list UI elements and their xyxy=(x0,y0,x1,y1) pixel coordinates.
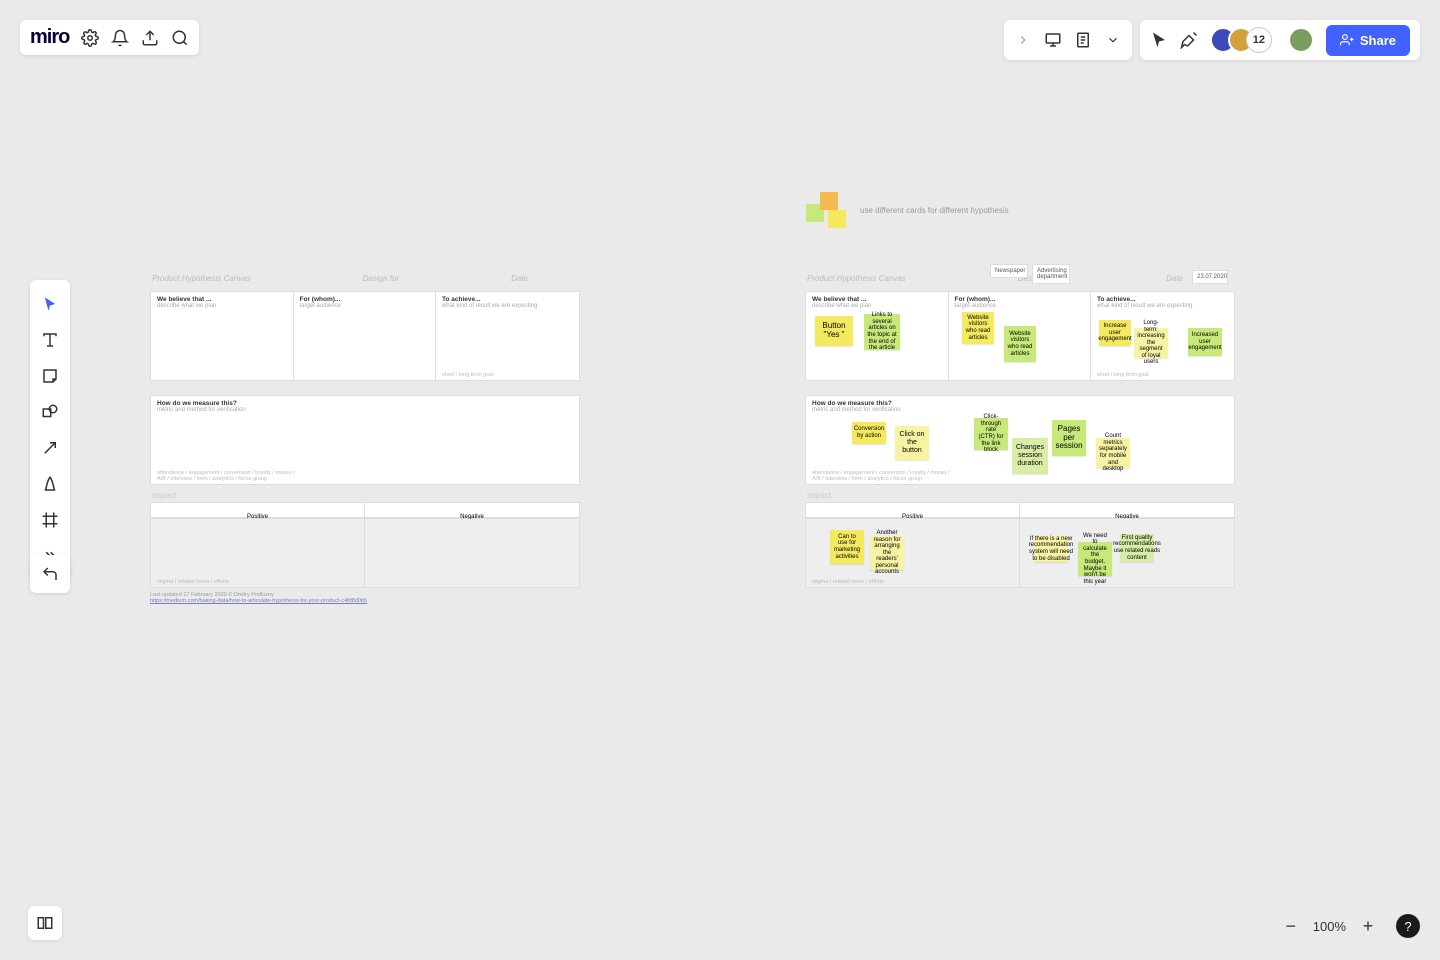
achieve-foot: short / long term goal xyxy=(1097,372,1149,378)
achieve-sub: what kind of result we are expecting xyxy=(442,303,573,309)
positive-header: Positive xyxy=(806,503,1020,517)
canvas[interactable]: use different cards for different hypoth… xyxy=(0,0,1440,960)
impact-label: Impact xyxy=(152,491,580,500)
measure-header: How do we measure this? xyxy=(157,400,573,407)
measure-cell: How do we measure this? metric and metho… xyxy=(151,396,579,484)
impact-foot: stigma / related items / efforts xyxy=(157,579,229,585)
hypothesis-canvas-empty[interactable]: Product Hypothesis Canvas Design for Dat… xyxy=(150,272,580,604)
believe-sub: describe what we plan xyxy=(812,303,942,309)
achieve-header: To achieve... xyxy=(1097,296,1228,303)
sticky-note[interactable]: We need to calculate the budget. Maybe i… xyxy=(1078,542,1112,576)
sticky-note[interactable]: Changes session duration xyxy=(1012,438,1048,474)
top-row: We believe that ... describe what we pla… xyxy=(150,291,580,381)
measure-foot2: A/B / interview / form / analytics / foc… xyxy=(812,476,922,482)
tag-advertising[interactable]: Advertising department xyxy=(1032,264,1070,284)
sticky-note[interactable]: Website visitors who read articles xyxy=(1004,326,1036,362)
believe-cell: We believe that ... describe what we pla… xyxy=(151,292,294,380)
measure-sub: metric and method for verification xyxy=(812,407,1228,413)
negative-header: Negative xyxy=(365,503,579,517)
sticky-note[interactable]: Conversion by action xyxy=(852,422,886,444)
for-cell: For (whom)... target audience xyxy=(294,292,437,380)
believe-sub: describe what we plan xyxy=(157,303,287,309)
sticky-note[interactable]: Increased user engagement xyxy=(1188,328,1222,356)
for-sub: target audience xyxy=(300,303,430,309)
sticky-note[interactable]: Website visitors who read articles xyxy=(962,312,994,344)
canvas-title: Product Hypothesis Canvas xyxy=(152,274,251,283)
sticky-note[interactable]: Increase user engagement xyxy=(1099,320,1131,346)
sticky-note[interactable]: Pages per session xyxy=(1052,420,1086,456)
date-label: Date xyxy=(511,274,528,283)
for-sub: target audience xyxy=(955,303,1085,309)
for-header: For (whom)... xyxy=(300,296,430,303)
legend: use different cards for different hypoth… xyxy=(860,206,1009,215)
achieve-sub: what kind of result we are expecting xyxy=(1097,303,1228,309)
positive-header: Positive xyxy=(151,503,365,517)
canvas-footer: Last updated 27 February 2020 © Dmitry P… xyxy=(150,592,580,604)
achieve-header: To achieve... xyxy=(442,296,573,303)
legend-orange xyxy=(820,192,838,210)
achieve-foot: short / long term goal xyxy=(442,372,494,378)
believe-header: We believe that ... xyxy=(812,296,942,303)
sticky-note[interactable]: Long-term: increasing the segment of loy… xyxy=(1134,328,1168,358)
impact-header-row: Positive Negative xyxy=(150,502,580,518)
impact-body-row: stigma / related items / efforts xyxy=(150,518,580,588)
canvas-title: Product Hypothesis Canvas xyxy=(807,274,906,283)
impact-foot: stigma / related items / efforts xyxy=(812,579,884,585)
design-for-label: Design for xyxy=(363,274,399,283)
impact-label: Impact xyxy=(807,491,1235,500)
achieve-cell: To achieve... what kind of result we are… xyxy=(436,292,579,380)
canvas-title-row: Product Hypothesis Canvas Design for Dat… xyxy=(150,272,580,285)
believe-header: We believe that ... xyxy=(157,296,287,303)
footer-link[interactable]: https://medium.com/baking-data/how-to-ar… xyxy=(150,598,367,604)
measure-foot2: A/B / interview / form / analytics / foc… xyxy=(157,476,267,482)
legend-stickies xyxy=(806,192,856,232)
positive-cell: stigma / related items / efforts xyxy=(151,519,365,587)
measure-row: How do we measure this? metric and metho… xyxy=(150,395,580,485)
sticky-note[interactable]: Another reason for arranging the readers… xyxy=(870,536,904,570)
legend-text: use different cards for different hypoth… xyxy=(860,206,1009,215)
sticky-note[interactable]: Button "Yes " xyxy=(815,316,853,346)
sticky-note[interactable]: Count metrics separately for mobile and … xyxy=(1096,438,1130,468)
measure-header: How do we measure this? xyxy=(812,400,1228,407)
sticky-note[interactable]: Can to use for marketing activities xyxy=(830,530,864,564)
tag-newspaper[interactable]: Newspaper xyxy=(990,264,1028,278)
sticky-note[interactable]: If there is a new recommendation system … xyxy=(1034,536,1068,562)
sticky-note[interactable]: Click-through rate (CTR) for the link bl… xyxy=(974,418,1008,450)
sticky-note[interactable]: Click on the button xyxy=(895,426,929,460)
sticky-note[interactable]: First quality recommendations use relate… xyxy=(1120,534,1154,562)
for-header: For (whom)... xyxy=(955,296,1085,303)
date-label: Date xyxy=(1166,274,1183,283)
tag-date[interactable]: 23.07.2020 xyxy=(1192,270,1228,284)
sticky-note[interactable]: Links to several articles on the topic a… xyxy=(864,314,900,350)
measure-sub: metric and method for verification xyxy=(157,407,573,413)
negative-header: Negative xyxy=(1020,503,1234,517)
impact-header-row: Positive Negative xyxy=(805,502,1235,518)
legend-yellow xyxy=(828,210,846,228)
negative-cell xyxy=(365,519,579,587)
